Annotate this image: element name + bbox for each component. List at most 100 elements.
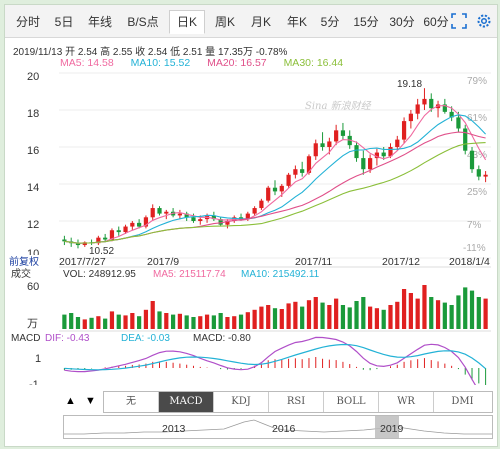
volume-bar — [395, 301, 400, 329]
volume-bar — [401, 289, 407, 329]
tab-60min[interactable]: 60分 — [423, 15, 449, 29]
candle-body — [272, 187, 278, 192]
indicator-tab-boll[interactable]: BOLL — [324, 392, 379, 412]
macd-tick-neg1: -1 — [29, 379, 39, 385]
arrow-up-icon[interactable]: ▲ — [65, 395, 76, 407]
candle-body — [177, 213, 182, 216]
date-tick-2: 2017/11 — [295, 256, 332, 268]
volume-bar — [293, 301, 298, 329]
macd-tick-1: 1 — [35, 353, 41, 365]
gear-icon[interactable] — [475, 12, 493, 30]
candle-body — [374, 152, 380, 159]
indicator-tab-bar: 无 MACD KDJ RSI BOLL WR DMI — [103, 391, 493, 413]
volume-bar — [476, 297, 481, 329]
candle-body — [279, 185, 284, 192]
candle-body — [354, 145, 359, 159]
date-tick-3: 2017/12 — [382, 256, 420, 268]
volume-bar — [62, 314, 67, 329]
indicator-tab-dmi[interactable]: DMI — [451, 396, 474, 407]
tab-weekly-k[interactable]: 周K — [214, 15, 235, 29]
pct-tick-43: 43% — [467, 150, 487, 161]
tab-monthly-k[interactable]: 月K — [250, 15, 271, 29]
candle-body — [252, 208, 257, 214]
timeline-year-2016: 2016 — [272, 423, 296, 435]
volume-bar — [150, 301, 155, 329]
volume-bar — [456, 295, 461, 329]
pct-tick-25: 25% — [467, 187, 487, 198]
volume-bar — [123, 315, 128, 329]
pct-tick-79: 79% — [467, 76, 487, 87]
macd-dif: DIF: -0.43 — [45, 333, 90, 344]
volume-bar — [157, 311, 162, 329]
candle-body — [191, 217, 196, 221]
kline-chart[interactable]: 20 18 16 14 12 10 79% 61% 43% 25% 7% -11… — [5, 65, 497, 385]
indicator-tab-kdj[interactable]: KDJ — [214, 392, 269, 412]
candle-body — [483, 174, 488, 177]
timeline-scrubber[interactable]: 2013 2016 2019 — [63, 415, 493, 439]
tab-bs-point[interactable]: B/S点 — [127, 15, 159, 29]
indicator-tab-macd[interactable]: MACD — [159, 392, 214, 412]
tab-15min[interactable]: 15分 — [353, 15, 379, 29]
volume-bar — [266, 305, 271, 329]
volume-bar — [483, 298, 488, 329]
tab-daily-k[interactable]: 日K — [169, 10, 205, 34]
volume-bar — [245, 312, 250, 329]
indicator-tab-wr[interactable]: WR — [379, 392, 434, 412]
candle-body — [238, 217, 244, 220]
candle-body — [469, 150, 475, 170]
volume-bar — [225, 317, 230, 329]
candle-body — [109, 230, 115, 240]
candle-body — [388, 147, 393, 157]
candle-body — [286, 174, 291, 186]
volume-bar — [381, 309, 386, 329]
fullscreen-icon[interactable] — [451, 13, 467, 29]
candle-body — [75, 243, 81, 246]
candle-body — [137, 222, 142, 227]
candle-body — [143, 217, 149, 227]
volume-bar — [96, 316, 101, 329]
fq-label[interactable]: 前复权 — [9, 255, 39, 268]
volume-bar — [347, 307, 352, 329]
timeline-sparkline — [64, 419, 492, 435]
candle-body — [415, 104, 420, 114]
dea-line — [64, 343, 486, 371]
candle-body — [103, 237, 108, 240]
volume-bar — [211, 315, 216, 329]
candle-body — [293, 169, 298, 175]
indicator-tab-rsi[interactable]: RSI — [269, 392, 324, 412]
ma-legend: MA5: 14.58 MA10: 15.52 MA20: 16.57 MA30:… — [60, 57, 357, 69]
candle-body — [300, 169, 305, 173]
tab-30min[interactable]: 30分 — [389, 15, 415, 29]
tab-fenshi[interactable]: 分时 — [15, 15, 40, 29]
tab-5min[interactable]: 5分 — [320, 15, 340, 29]
ma30-line — [64, 142, 486, 244]
tab-yearline[interactable]: 年线 — [87, 15, 112, 29]
vol-unit: 万 — [27, 318, 38, 330]
ma-lines — [64, 105, 487, 244]
indicator-tab-none[interactable]: 无 — [104, 392, 159, 412]
candle-body — [198, 219, 203, 221]
candle-body — [463, 128, 468, 151]
volume-bar — [449, 305, 454, 329]
volume-bar — [435, 300, 441, 329]
low-price-marker: 10.52 — [89, 246, 114, 257]
vol-ma10: MA10: 215492.11 — [241, 269, 320, 280]
volume-bar — [143, 309, 149, 329]
volume-bar — [279, 309, 284, 329]
candle-body — [368, 158, 373, 170]
candle-body — [218, 219, 223, 225]
candle-body — [327, 141, 332, 147]
volume-bar — [286, 303, 291, 329]
tab-yearly-k[interactable]: 年K — [286, 15, 307, 29]
tab-5day[interactable]: 5日 — [54, 15, 74, 29]
volume-bar — [408, 293, 413, 329]
volume-bar — [442, 302, 447, 329]
volume-bar — [89, 317, 94, 329]
volume-bar — [374, 308, 380, 329]
timeline-range-handle[interactable] — [375, 416, 399, 438]
candle-body — [422, 98, 427, 105]
volume-bar — [218, 313, 223, 329]
arrow-down-icon[interactable]: ▼ — [85, 395, 96, 407]
volume-bar — [327, 305, 332, 329]
candle-body — [306, 156, 312, 173]
